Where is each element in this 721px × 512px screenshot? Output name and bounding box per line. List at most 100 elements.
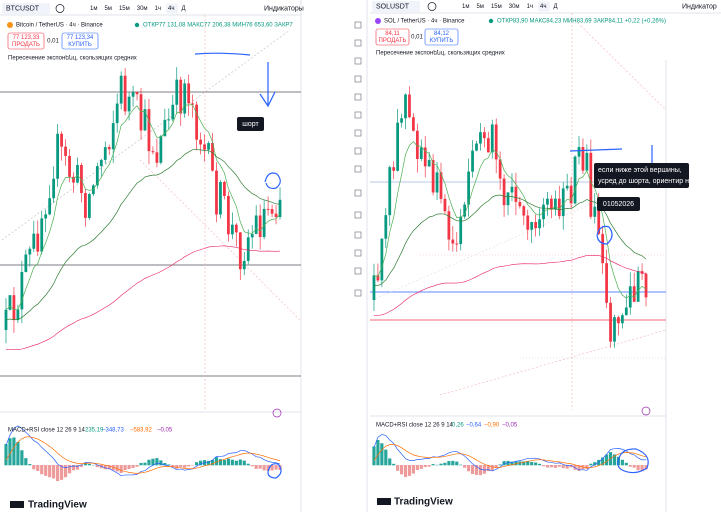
buy-price[interactable]: 77 123,34	[67, 35, 94, 41]
tool-icon[interactable]	[354, 75, 362, 83]
symbol[interactable]: SOLUSDT	[376, 3, 410, 10]
candle-body	[557, 198, 561, 217]
timeframe[interactable]: 1м	[462, 4, 469, 10]
drawing-circle	[264, 172, 281, 190]
candle-body	[115, 103, 119, 124]
timeframe[interactable]: Д	[554, 4, 558, 10]
spread: 0,01	[411, 35, 423, 41]
sell-price[interactable]: 77 123,33	[13, 35, 40, 41]
macd-histogram-bar	[210, 459, 215, 466]
macd-histogram-bar	[167, 464, 171, 466]
add-symbol-icon[interactable]	[427, 2, 437, 11]
timeframe[interactable]: 15м	[119, 6, 130, 12]
macd-histogram-bar	[143, 462, 147, 466]
macd-histogram-bar	[115, 465, 119, 472]
tool-icon[interactable]	[354, 147, 362, 155]
timeframe[interactable]: 30м	[137, 6, 148, 12]
timeframe[interactable]: 4ч	[168, 6, 174, 12]
macd-histogram-bar	[423, 465, 427, 467]
candle-body	[636, 271, 640, 302]
add-symbol-icon[interactable]	[55, 4, 65, 13]
tool-icon[interactable]	[354, 289, 362, 297]
timeframe[interactable]: 5м	[104, 6, 111, 12]
candle-body	[242, 260, 246, 270]
candle-body	[620, 315, 624, 324]
tool-icon[interactable]	[354, 57, 362, 65]
candle-body	[514, 186, 518, 202]
candle-body	[644, 273, 648, 298]
candle-body	[463, 204, 467, 217]
buy-button[interactable]	[61, 32, 99, 50]
candle-body	[8, 295, 12, 310]
indicators-button[interactable]: Индикаторы	[264, 5, 304, 12]
macd-histogram-bar	[218, 459, 223, 466]
macd-histogram-bar	[573, 465, 577, 470]
buy-price[interactable]: 84,12	[434, 31, 450, 37]
macd-histogram-bar	[24, 458, 28, 466]
timeframe[interactable]: 15м	[491, 4, 502, 10]
macd-histogram-bar	[250, 465, 254, 467]
sell-label[interactable]: ПРОДАТЬ	[379, 38, 407, 44]
tool-icon[interactable]	[354, 249, 362, 257]
candle-body	[40, 218, 44, 252]
annotation: усред до шорта, ориентир на битток	[598, 177, 717, 185]
sell-label[interactable]: ПРОДАТЬ	[12, 42, 40, 48]
candle-body	[617, 317, 620, 324]
candle-body	[68, 155, 71, 177]
candle-body	[107, 147, 111, 150]
tool-icon[interactable]	[354, 129, 362, 137]
annotation: шорт	[242, 121, 259, 128]
macd-histogram-bar	[612, 454, 617, 466]
macd-histogram-bar	[179, 465, 183, 467]
candle-body	[167, 119, 171, 121]
market-status	[488, 18, 494, 24]
candle-body	[439, 172, 443, 199]
macd-histogram-bar	[8, 438, 12, 466]
trend-line	[574, 19, 667, 111]
symbol-box[interactable]	[372, 1, 420, 12]
candle-body	[270, 209, 274, 214]
tool-icon[interactable]	[354, 267, 362, 275]
symbol-box[interactable]	[2, 3, 50, 14]
tool-icon[interactable]	[354, 165, 362, 173]
tool-icon[interactable]	[354, 39, 362, 47]
macd-histogram-bar	[123, 465, 127, 471]
sell-price[interactable]: 84,11	[385, 31, 400, 37]
timeframe[interactable]: 30м	[509, 4, 520, 10]
tool-icon[interactable]	[354, 231, 362, 239]
macd-histogram-bar	[514, 461, 518, 466]
symbol[interactable]: BTCUSDT	[6, 5, 40, 12]
candle-body	[601, 233, 605, 264]
tool-icon[interactable]	[354, 211, 362, 219]
timeframe[interactable]: 5м	[476, 4, 483, 10]
buy-label[interactable]: КУПИТЬ	[68, 42, 92, 48]
macd-histogram-bar	[569, 465, 573, 468]
indicators-button[interactable]: Индикатор	[682, 3, 717, 10]
buy-label[interactable]: КУПИТЬ	[430, 38, 454, 44]
tool-icon[interactable]	[354, 189, 362, 197]
timeframe[interactable]: 1ч	[527, 4, 533, 10]
macd-histogram-bar	[478, 465, 483, 476]
macd-histogram-bar	[557, 465, 561, 467]
timeframe-active[interactable]	[538, 1, 551, 12]
spread: 0,01	[47, 39, 59, 45]
sell-button[interactable]	[7, 32, 45, 50]
alert-icon[interactable]	[272, 408, 282, 418]
timeframe[interactable]: 4ч	[540, 4, 546, 10]
candle-body	[32, 233, 36, 249]
buy-button[interactable]	[424, 28, 459, 46]
macd-value: −583,92	[130, 428, 153, 434]
tool-icon[interactable]	[354, 21, 362, 29]
timeframe[interactable]: 1ч	[155, 6, 161, 12]
macd-histogram-bar	[585, 465, 589, 469]
tool-icon[interactable]	[354, 93, 362, 101]
sell-button[interactable]	[375, 28, 410, 46]
macd-histogram-bar	[463, 465, 467, 468]
date-label: 01052026	[603, 201, 634, 208]
timeframe[interactable]: 1м	[90, 6, 97, 12]
alert-icon[interactable]	[641, 406, 651, 416]
tool-icon[interactable]	[354, 111, 362, 119]
timeframe-active[interactable]	[166, 3, 179, 14]
macd-histogram-bar	[601, 457, 605, 466]
timeframe[interactable]: Д	[182, 6, 186, 12]
